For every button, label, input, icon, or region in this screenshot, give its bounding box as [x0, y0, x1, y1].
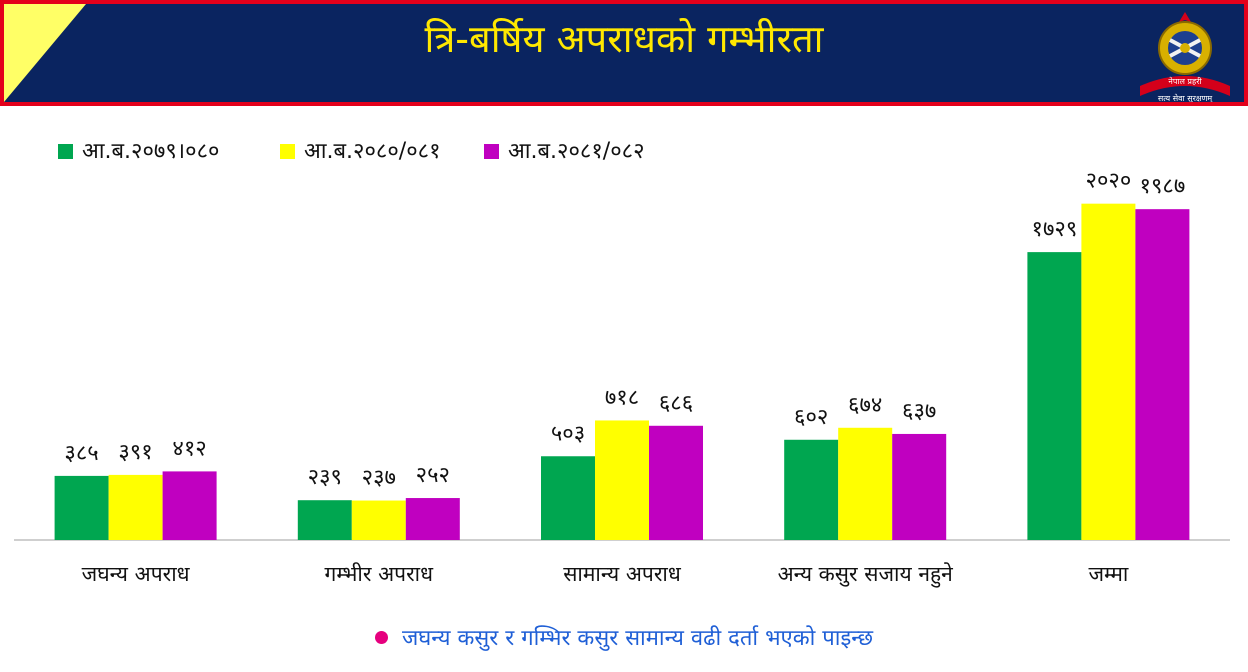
- header-banner: त्रि-बर्षिय अपराधको गम्भीरता नेपाल प्रहर…: [0, 0, 1248, 106]
- data-label: १७२९: [1032, 217, 1078, 242]
- data-label: ६३७: [902, 399, 936, 424]
- x-tick-label: अन्य कसुर सजाय नहुने: [778, 562, 954, 588]
- bar: [1081, 203, 1136, 541]
- data-label: २३७: [362, 466, 396, 491]
- logo-text-top: नेपाल प्रहरी: [1168, 76, 1202, 86]
- data-label: ३९१: [118, 440, 152, 465]
- bar: [838, 427, 893, 540]
- bar: [541, 456, 595, 540]
- data-label: २३९: [308, 465, 342, 490]
- bar-chart: आ.ब.२०७९।०८० आ.ब.२०८०/०८१ आ.ब.२०८१/०८२ ३८५ ३…: [14, 139, 1230, 588]
- bar: [297, 500, 352, 540]
- page-title: त्रि-बर्षिय अपराधको गम्भीरता: [424, 17, 824, 61]
- bar: [784, 439, 839, 540]
- bar: [108, 474, 163, 540]
- bar: [649, 425, 703, 540]
- x-tick-label: गम्भीर अपराध: [325, 562, 435, 586]
- legend-label: आ.ब.२०८१/०८२: [508, 139, 645, 164]
- bar: [1135, 209, 1190, 540]
- bar: [54, 475, 109, 540]
- x-tick-label: जघन्य अपराध: [82, 562, 191, 586]
- legend-label: आ.ब.२०८०/०८१: [304, 139, 441, 164]
- bar: [595, 420, 649, 540]
- x-tick-label: जम्मा: [1088, 562, 1128, 586]
- bar: [892, 433, 947, 540]
- data-label: ७१८: [605, 385, 639, 410]
- legend-swatch: [484, 144, 499, 159]
- bar: [1027, 252, 1082, 540]
- data-label: २५२: [416, 463, 450, 488]
- data-label: ६७४: [848, 393, 882, 418]
- data-label: ६०२: [794, 405, 828, 430]
- legend-label: आ.ब.२०७९।०८०: [82, 139, 219, 164]
- footnote: जघन्य कसुर र गम्भिर कसुर सामान्य वढी दर्…: [0, 622, 1248, 652]
- x-tick-label: सामान्य अपराध: [563, 562, 682, 586]
- data-label: ४१२: [172, 436, 206, 461]
- footnote-text: जघन्य कसुर र गम्भिर कसुर सामान्य वढी दर्…: [401, 626, 874, 651]
- logo-text-bottom: सत्य सेवा सुरक्षणम्: [1158, 93, 1214, 104]
- data-label: ३८५: [64, 441, 98, 466]
- data-label: २०२०: [1086, 169, 1132, 194]
- bar: [351, 500, 406, 540]
- bar: [162, 471, 217, 540]
- legend-swatch: [280, 144, 295, 159]
- legend-swatch: [58, 144, 73, 159]
- data-label: ६८६: [659, 391, 693, 416]
- data-label: १९८७: [1140, 174, 1186, 199]
- bullet-dot-icon: [374, 630, 388, 644]
- data-label: ५०३: [551, 421, 585, 446]
- bar: [405, 498, 460, 540]
- nepal-police-emblem-icon: नेपाल प्रहरी सत्य सेवा सुरक्षणम्: [1140, 12, 1230, 104]
- corner-accent: [4, 4, 86, 102]
